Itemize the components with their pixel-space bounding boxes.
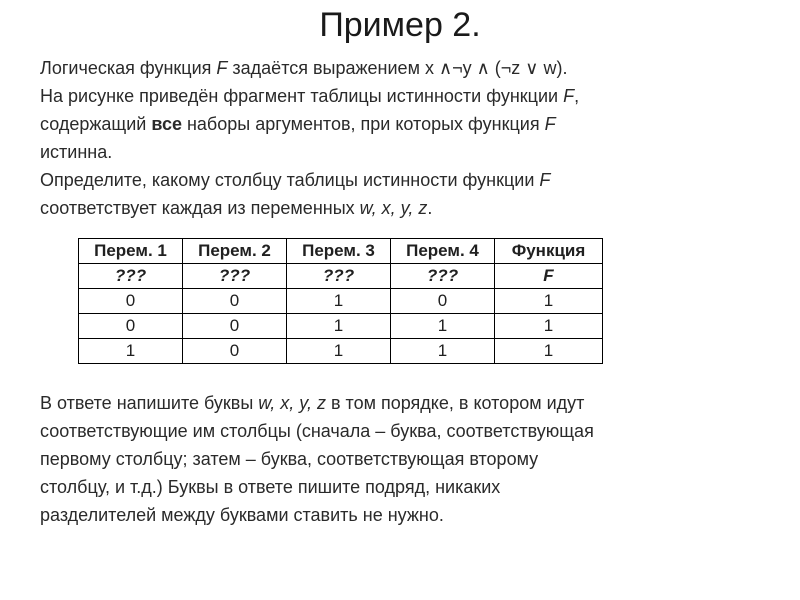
var-F: F [563,86,574,106]
cell: 1 [391,313,495,338]
cell: 0 [79,288,183,313]
problem-line-3: содержащий все наборы аргументов, при ко… [40,111,760,137]
t: В ответе напишите буквы [40,393,258,413]
col-header: Функция [495,238,603,263]
col-header: Перем. 2 [183,238,287,263]
problem-line-4: истинна. [40,139,760,165]
cell: ??? [391,263,495,288]
t: в том порядке, в котором идут [326,393,584,413]
truth-table-wrap: Перем. 1 Перем. 2 Перем. 3 Перем. 4 Функ… [0,224,800,364]
answer-instructions: В ответе напишите буквы w, x, y, z в том… [0,364,800,528]
cell: 0 [391,288,495,313]
emph-all: все [151,114,182,134]
cell: 0 [183,313,287,338]
cell: 1 [495,313,603,338]
problem-line-2: На рисунке приведён фрагмент таблицы ист… [40,83,760,109]
table-row: 0 0 1 0 1 [79,288,603,313]
t: Логическая функция [40,58,216,78]
page-title: Пример 2. [0,0,800,51]
t: . [427,198,432,218]
t: соответствует каждая из переменных [40,198,360,218]
t: , [574,86,579,106]
table-header-row: Перем. 1 Перем. 2 Перем. 3 Перем. 4 Функ… [79,238,603,263]
cell: 1 [287,338,391,363]
t: Определите, какому столбцу таблицы истин… [40,170,539,190]
t: содержащий [40,114,151,134]
cell: ??? [287,263,391,288]
var-F: F [545,114,556,134]
t: На рисунке приведён фрагмент таблицы ист… [40,86,563,106]
answer-line-5: разделителей между буквами ставить не ну… [40,502,760,528]
cell: ??? [183,263,287,288]
answer-line-2: соответствующие им столбцы (сначала – бу… [40,418,760,444]
problem-line-5: Определите, какому столбцу таблицы истин… [40,167,760,193]
var-F: F [539,170,550,190]
cell: 0 [183,288,287,313]
t: наборы аргументов, при которых функция [182,114,545,134]
cell: 1 [79,338,183,363]
col-header: Перем. 1 [79,238,183,263]
col-header: Перем. 3 [287,238,391,263]
truth-table: Перем. 1 Перем. 2 Перем. 3 Перем. 4 Функ… [78,238,603,364]
cell: ??? [79,263,183,288]
table-question-row: ??? ??? ??? ??? F [79,263,603,288]
vars-list: w, x, y, z [258,393,326,413]
cell: 0 [79,313,183,338]
table-row: 1 0 1 1 1 [79,338,603,363]
vars-list: w, x, y, z [360,198,428,218]
cell: 1 [287,313,391,338]
cell: 0 [183,338,287,363]
cell: F [495,263,603,288]
t: задаётся выражением x ∧¬y ∧ (¬z ∨ w). [227,58,567,78]
var-F: F [216,58,227,78]
cell: 1 [495,338,603,363]
table-row: 0 0 1 1 1 [79,313,603,338]
answer-line-1: В ответе напишите буквы w, x, y, z в том… [40,390,760,416]
cell: 1 [495,288,603,313]
answer-line-4: столбцу, и т.д.) Буквы в ответе пишите п… [40,474,760,500]
answer-line-3: первому столбцу; затем – буква, соответс… [40,446,760,472]
problem-text: Логическая функция F задаётся выражением… [0,51,800,222]
cell: 1 [391,338,495,363]
cell: 1 [287,288,391,313]
problem-line-1: Логическая функция F задаётся выражением… [40,55,760,81]
problem-line-6: соответствует каждая из переменных w, x,… [40,195,760,221]
col-header: Перем. 4 [391,238,495,263]
